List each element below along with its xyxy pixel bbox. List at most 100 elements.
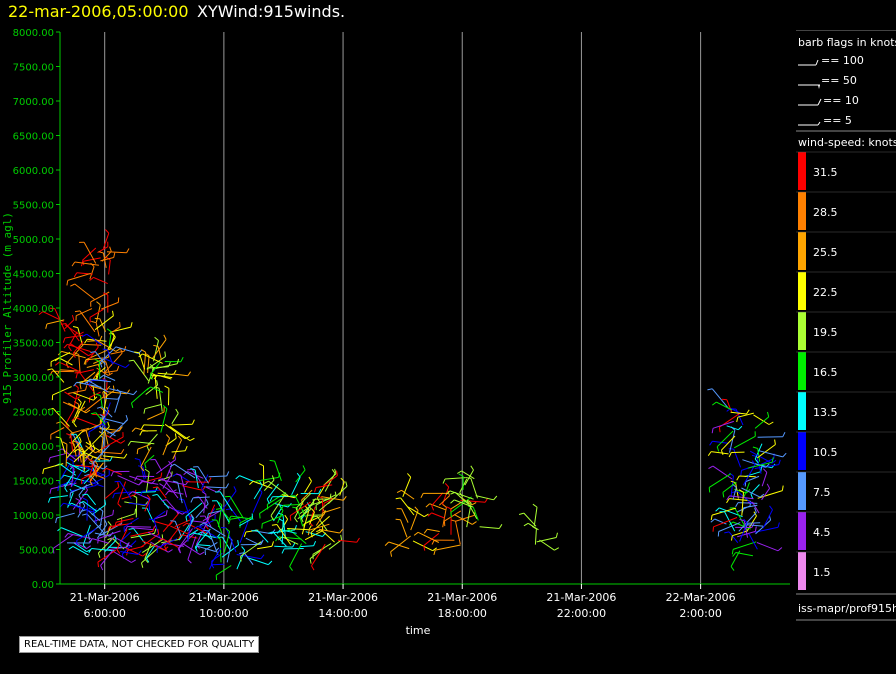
wind-barb-flag <box>113 252 116 258</box>
wind-barb-flag <box>84 380 90 385</box>
wind-barb-flag <box>718 427 721 433</box>
wind-barb-flag <box>178 547 181 554</box>
wind-barb-flag <box>304 505 310 511</box>
wind-barb <box>759 450 783 458</box>
wind-barb-flag <box>99 414 105 418</box>
wind-barb <box>444 477 466 480</box>
wind-barb-flag <box>266 498 270 504</box>
wind-barb-flag <box>531 525 537 530</box>
wind-barb-flag <box>731 490 737 494</box>
wind-barb <box>164 423 186 440</box>
wind-barb <box>309 506 316 523</box>
wind-barb <box>761 488 771 501</box>
wind-barb-flag <box>112 310 114 316</box>
wind-barb-flag <box>115 348 121 352</box>
wind-barb <box>225 527 237 553</box>
wind-barb-flag <box>140 466 145 472</box>
wind-barb <box>84 480 104 488</box>
wind-barb-flag <box>98 507 104 512</box>
wind-barb-flag <box>163 334 167 340</box>
wind-barb-flag <box>746 409 750 415</box>
wind-barb-flag <box>139 430 143 436</box>
wind-barb <box>103 374 116 381</box>
wind-barb <box>142 489 162 492</box>
wind-barb <box>181 485 203 491</box>
wind-barb-flag <box>184 445 188 451</box>
wind-barb <box>755 519 771 535</box>
wind-barb <box>252 480 273 489</box>
wind-barb-flag <box>100 565 104 571</box>
wind-barb-flag <box>168 521 173 526</box>
wind-barb-flag <box>471 502 477 506</box>
wind-barb-flag <box>123 346 127 352</box>
wind-barb <box>724 511 736 532</box>
wind-barb-flag <box>154 528 157 534</box>
wind-barb <box>119 480 132 500</box>
wind-barb <box>162 438 171 456</box>
wind-barb-flag <box>106 328 112 333</box>
wind-barb <box>154 459 163 472</box>
wind-barb <box>412 540 433 552</box>
wind-barb-flag <box>119 348 123 354</box>
wind-barb <box>107 349 114 365</box>
wind-barb <box>216 520 223 534</box>
wind-barb <box>107 336 116 350</box>
wind-barb <box>180 474 188 498</box>
wind-barb-flag <box>89 440 92 446</box>
wind-barb <box>208 475 227 478</box>
wind-barb <box>194 469 199 489</box>
wind-barb <box>273 502 289 508</box>
y-tick-label: 7000.00 <box>13 97 54 108</box>
wind-barb-flag <box>95 393 101 397</box>
wind-barb-flag <box>258 463 264 467</box>
wind-barb <box>92 444 110 463</box>
wind-barb <box>407 506 425 518</box>
wind-barb <box>94 338 117 352</box>
wind-barb-flag <box>119 321 121 327</box>
wind-barb-flag <box>425 503 430 508</box>
wind-barb <box>747 461 773 469</box>
wind-barb <box>85 441 100 451</box>
wind-barb-flag <box>423 545 426 551</box>
wind-barb-flag <box>162 405 168 410</box>
wind-barb-flag <box>62 337 66 343</box>
wind-barb <box>722 481 737 493</box>
wind-barb <box>450 496 472 513</box>
wind-barb-flag <box>201 488 206 493</box>
wind-barb-flag <box>768 421 774 425</box>
wind-barb-flag <box>270 515 274 521</box>
wind-barb <box>107 391 127 395</box>
wind-barb <box>756 542 779 552</box>
wind-barb <box>79 310 96 333</box>
wind-barb-flag <box>294 493 299 499</box>
wind-barb-flag <box>65 423 70 429</box>
wind-barb-flag <box>87 534 90 540</box>
wind-barb <box>68 331 78 348</box>
y-tick-label: 2000.00 <box>13 442 54 453</box>
wind-barb <box>75 417 98 427</box>
wind-barb <box>734 488 747 494</box>
wind-barb-flag <box>133 390 138 395</box>
wind-barb <box>455 521 461 545</box>
wind-barb-flag <box>62 441 68 445</box>
wind-barb <box>137 443 151 450</box>
wind-barb-flag <box>215 508 221 510</box>
wind-barb-flag <box>774 439 776 445</box>
wind-barb-flag <box>738 489 744 493</box>
wind-barb-flag <box>284 514 289 520</box>
wind-barb <box>127 526 152 528</box>
wind-barb <box>202 509 222 522</box>
wind-barb-flag <box>168 549 173 553</box>
wind-barb <box>81 423 101 433</box>
wind-barb <box>282 536 299 545</box>
wind-barb-flag <box>104 519 108 525</box>
wind-barb-flag <box>136 449 139 455</box>
wind-barb <box>743 482 750 497</box>
wind-barb-flag <box>754 458 759 464</box>
wind-barb-flag <box>141 562 144 568</box>
wind-barb <box>267 491 287 505</box>
wind-barb <box>204 541 218 551</box>
wind-barb <box>156 494 170 509</box>
wind-barb-flag <box>97 538 99 544</box>
wind-barb-flag <box>458 473 464 477</box>
